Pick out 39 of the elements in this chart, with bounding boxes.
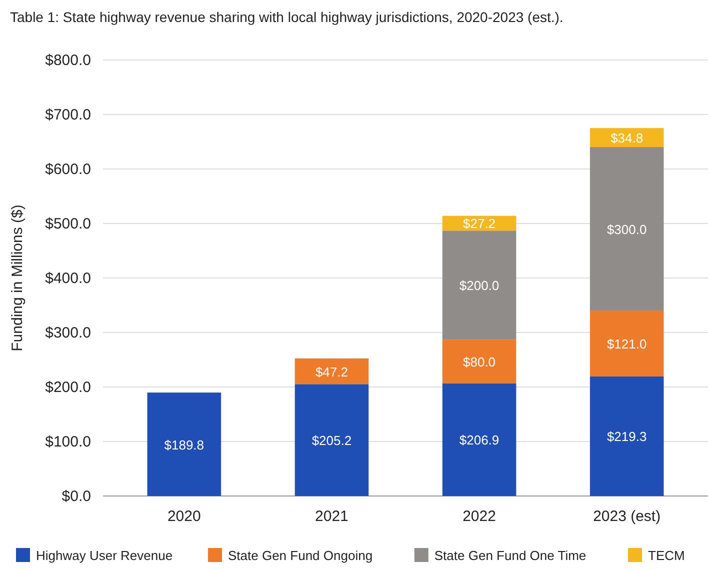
y-tick-label: $100.0 [45,434,91,450]
legend-label: State Gen Fund Ongoing [228,548,373,563]
y-tick-label: $0.0 [62,488,91,505]
bar [147,392,222,496]
bar [442,383,516,496]
bar [294,384,369,496]
legend-label: Highway User Revenue [36,548,173,563]
data-label: $300.0 [606,222,647,237]
data-label: $121.0 [606,336,647,352]
bar [294,358,369,384]
data-label: $47.2 [315,364,348,380]
y-tick-label: $400.0 [45,270,91,287]
data-label: $206.9 [459,432,500,448]
data-label: $34.8 [610,130,644,146]
legend-label: State Gen Fund One Time [434,548,586,563]
y-tick-label: $800.0 [45,52,91,69]
x-tick-label: 2023 (est) [593,508,661,525]
y-tick-label: $600.0 [45,161,91,178]
y-tick-label: $700.0 [45,106,91,124]
data-label: $200.0 [459,278,500,294]
data-label: $80.0 [463,354,496,370]
data-label: $189.8 [164,437,204,452]
bar [590,376,664,496]
bar [442,340,516,384]
x-tick-label: 2021 [315,508,348,525]
x-tick-label: 2022 [462,508,496,525]
data-label: $219.3 [606,429,647,444]
y-tick-label: $300.0 [45,324,91,342]
y-tick-label: $500.0 [45,216,91,232]
bar [590,147,664,311]
bar [590,310,664,376]
data-label: $27.2 [463,216,496,232]
y-axis-title: Funding in Millions ($) [9,204,26,352]
legend-label: TECM [648,548,685,563]
y-tick-label: $200.0 [45,379,91,396]
bar [442,230,516,340]
data-label: $205.2 [312,433,352,448]
x-tick-label: 2020 [167,508,201,525]
chart-title: Table 1: State highway revenue sharing with local highway jurisdictions, 2020-2023 (est.). [10,9,564,25]
